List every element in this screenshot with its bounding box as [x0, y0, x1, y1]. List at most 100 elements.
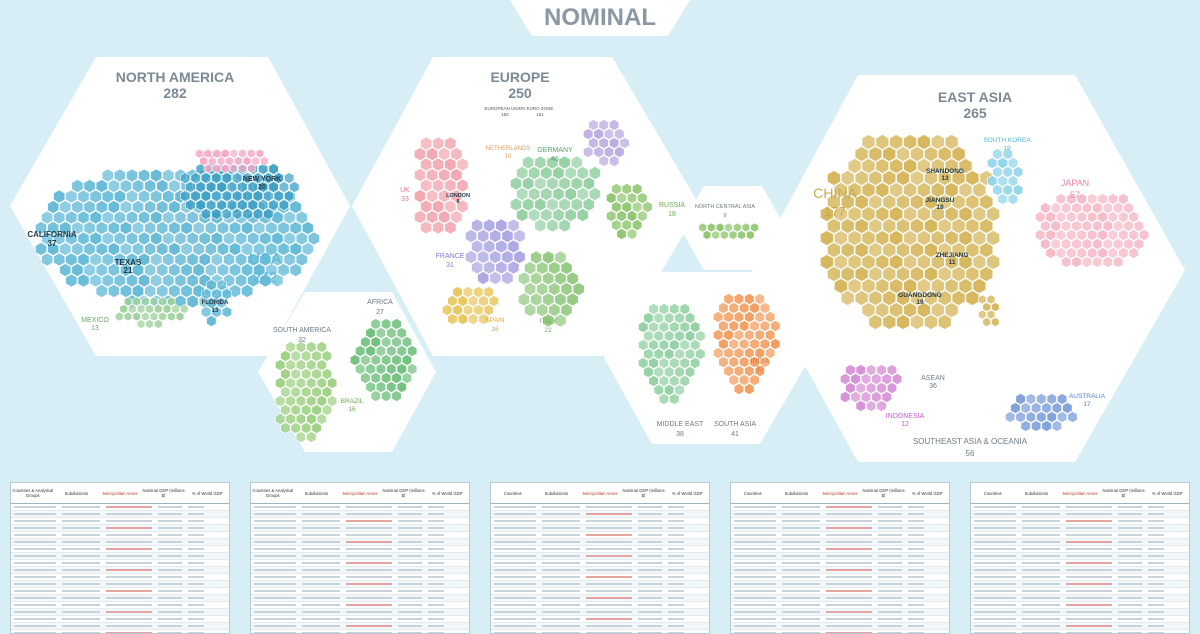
- hex-cell: [211, 190, 222, 202]
- hex-cell: [149, 296, 159, 307]
- hex-cell: [606, 192, 617, 204]
- table-row: [731, 595, 949, 602]
- hex-cell: [669, 321, 680, 333]
- hex-cell: [616, 228, 627, 240]
- hex-cell: [847, 158, 862, 174]
- hex-cell: [917, 158, 931, 174]
- hex-cell: [120, 284, 132, 298]
- hex-cell: [204, 221, 217, 235]
- hex-cell: [917, 254, 931, 270]
- data-table[interactable]: Countries Subdivisions Metropolitan Areas N…: [730, 482, 950, 634]
- hex-cell: [570, 197, 583, 212]
- data-table[interactable]: Countries & Analytical Groups Subdivision…: [250, 482, 470, 634]
- hex-cell: [1118, 247, 1129, 259]
- table-row: [11, 595, 229, 602]
- hex-cell: [59, 242, 72, 256]
- hex-cell: [295, 341, 307, 353]
- hex-cell: [212, 148, 221, 159]
- data-table[interactable]: Countries Subdivisions Metropolitan Areas N…: [490, 482, 710, 634]
- hex-cell: [861, 254, 876, 270]
- hex-cell: [162, 210, 175, 225]
- hex-cell: [47, 221, 60, 235]
- hex-cell: [120, 179, 132, 193]
- hex-cell: [854, 242, 869, 258]
- italy-cluster: [518, 250, 585, 328]
- state-name: LONDON: [446, 193, 470, 199]
- hex-cell: [149, 311, 159, 322]
- hex-cell: [765, 329, 776, 341]
- hex-cell: [1055, 211, 1066, 223]
- region-value: 250: [508, 85, 532, 101]
- hex-cell: [754, 347, 765, 359]
- hex-cell: [944, 182, 959, 198]
- hex-cell: [450, 168, 463, 182]
- hex-cell: [658, 375, 670, 387]
- hex-cell: [432, 220, 445, 235]
- hex-cell: [144, 263, 157, 277]
- hex-cell: [648, 357, 659, 369]
- hex-cell: [186, 294, 199, 309]
- table-row: [11, 630, 229, 633]
- hex-cell: [754, 311, 765, 323]
- hex-cell: [1035, 211, 1046, 223]
- table-row: [11, 560, 229, 567]
- data-table[interactable]: Countries & Analytical Groups Subdivision…: [10, 482, 230, 634]
- state-value: 21: [124, 266, 133, 275]
- country-value: 18: [668, 211, 676, 218]
- hex-cell: [444, 220, 457, 235]
- state-name: TEXAS: [115, 258, 142, 267]
- hex-cell: [1128, 229, 1139, 241]
- hex-cell: [871, 391, 882, 403]
- hex-cell: [972, 206, 987, 222]
- hex-cell: [516, 166, 529, 180]
- hex-cell: [247, 252, 260, 267]
- hex-cell: [271, 273, 284, 288]
- hex-cell: [452, 286, 463, 298]
- hex-cell: [643, 366, 654, 378]
- hex-cell: [444, 136, 457, 151]
- hex-cell: [1113, 202, 1124, 214]
- table-row: [11, 581, 229, 588]
- hex-cell: [536, 261, 549, 275]
- hex-cell: [162, 273, 175, 288]
- hex-cell: [896, 194, 910, 210]
- hex-cell: [235, 273, 247, 288]
- hex-cell: [1066, 229, 1077, 241]
- hex-cell: [850, 373, 861, 385]
- hex-cell: [306, 377, 317, 389]
- column-header: Nominal GDP (millions $): [862, 488, 905, 498]
- hex-cell: [951, 266, 966, 282]
- hex-cell: [1092, 238, 1103, 250]
- hex-cell: [875, 182, 890, 198]
- hex-cell: [391, 372, 402, 384]
- table-row: [11, 546, 229, 553]
- hex-cell: [235, 252, 247, 267]
- hex-cell: [965, 218, 980, 234]
- hex-cell: [471, 218, 484, 233]
- state-value: 11: [949, 259, 956, 266]
- hex-cell: [653, 384, 664, 396]
- state-name: FLORIDA: [202, 300, 229, 306]
- hex-cell: [192, 263, 205, 277]
- hex-cell: [903, 158, 917, 174]
- hex-cell: [854, 218, 869, 234]
- hex-cell: [1002, 166, 1013, 178]
- hex-cell: [247, 148, 256, 159]
- hex-cell: [910, 194, 924, 210]
- hex-cell: [616, 192, 627, 204]
- hex-cell: [365, 381, 376, 393]
- country-name: RUSSIA: [659, 202, 685, 209]
- hex-cell: [167, 311, 176, 322]
- hex-cell: [847, 230, 862, 246]
- hex-cell: [273, 190, 284, 202]
- hex-cell: [930, 278, 945, 294]
- state-value: 18: [936, 204, 944, 211]
- hex-cell: [733, 347, 745, 359]
- ez-label: EURO ZONE: [527, 106, 554, 111]
- hex-cell: [603, 146, 615, 158]
- hex-cell: [881, 373, 892, 385]
- data-table[interactable]: Countries Subdivisions Metropolitan Areas N…: [970, 482, 1190, 634]
- hex-cell: [845, 382, 856, 394]
- table-row: [11, 511, 229, 518]
- hex-cell: [965, 194, 980, 210]
